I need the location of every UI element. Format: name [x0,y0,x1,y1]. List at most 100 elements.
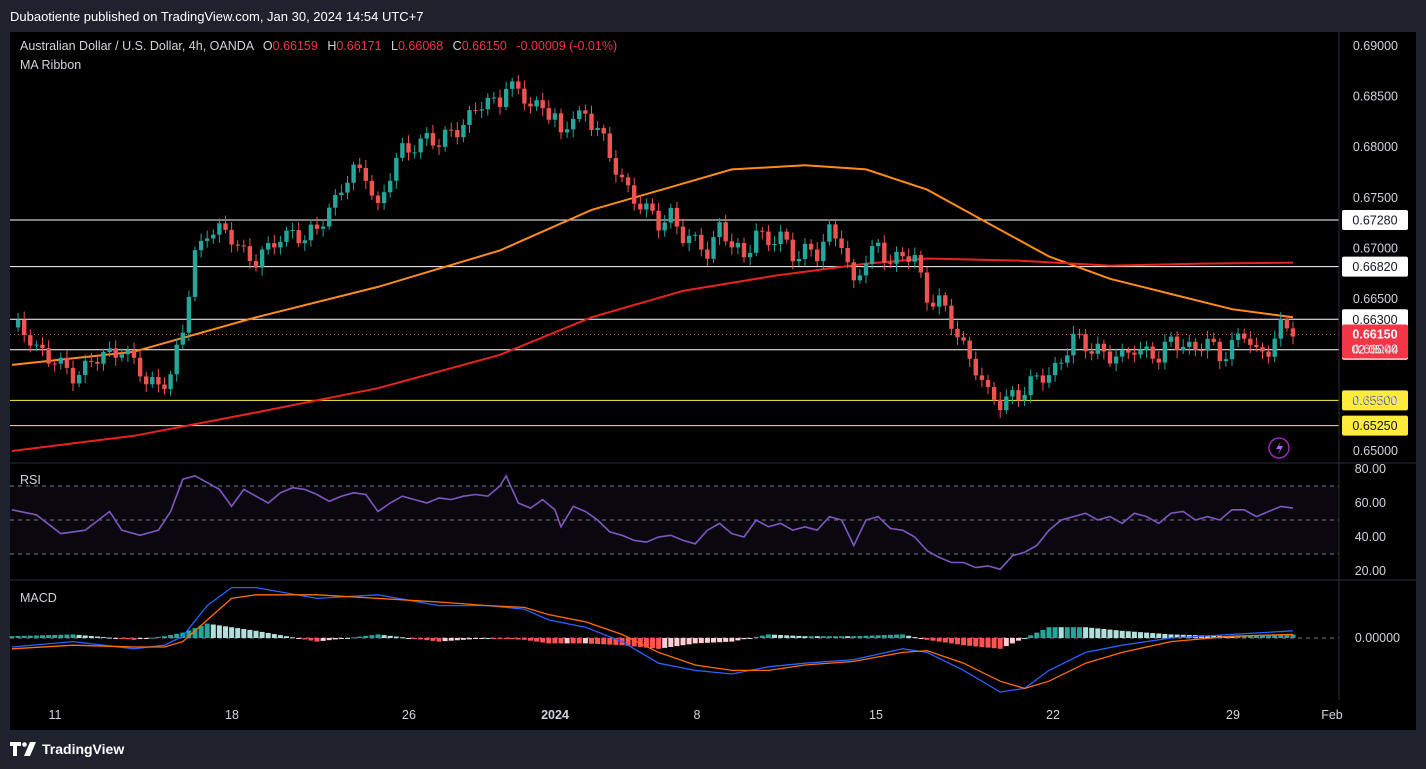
macd-histogram-bar [125,638,131,640]
candle-body [564,129,570,133]
candle-body [693,234,698,236]
macd-histogram-bar [1266,635,1272,638]
macd-histogram-bar [1131,631,1137,638]
candle-body [1077,333,1082,335]
candle-body [497,97,503,107]
candle-body [845,248,850,263]
candle-body [546,108,551,120]
candle-body [46,348,51,364]
macd-histogram-bar [601,638,607,645]
macd-histogram-bar [1284,634,1290,638]
candle-body [461,124,466,138]
candle-body [754,230,759,253]
candle-body [1126,350,1131,353]
candle-body [211,234,216,239]
candle-body [1034,375,1039,377]
macd-histogram-bar [174,633,180,638]
rsi-tick-label: 80.00 [1355,462,1386,476]
macd-histogram-bar [698,638,704,644]
chart-area[interactable] [10,32,1416,730]
candle-body [95,361,100,364]
candle-body [961,337,966,341]
macd-histogram-bar [113,638,119,639]
macd-tick-label: 0.00000 [1355,631,1400,645]
candle-body [1046,375,1052,383]
macd-histogram-bar [808,636,814,638]
candle-body [15,319,21,328]
tradingview-brand[interactable]: TradingView [10,741,124,757]
candle-body [577,110,582,119]
candle-body [943,295,948,306]
candle-body [1010,390,1015,397]
macd-histogram-bar [186,630,192,638]
macd-histogram-bar [296,638,302,639]
macd-histogram-bar [381,635,387,638]
ma-ribbon-red-line [11,257,1294,452]
macd-histogram-bar [558,638,564,644]
candle-body [1168,336,1174,342]
macd-histogram-bar [1119,630,1125,638]
symbol-name: Australian Dollar / U.S. Dollar, 4h, OAN… [20,39,254,53]
macd-histogram-bar [442,638,448,642]
candle-body [729,241,734,248]
last-price-label: 0.66150 [1352,328,1397,342]
macd-histogram-bar [326,638,332,641]
candle-body [1290,328,1296,337]
candle-body [339,192,344,195]
candle-body [790,239,795,262]
macd-histogram-bar [485,638,491,639]
macd-histogram-bar [149,637,155,639]
macd-histogram-bar [351,637,357,639]
macd-histogram-bar [302,638,308,640]
macd-histogram-bar [1095,628,1101,638]
macd-histogram-bar [1052,627,1058,638]
macd-histogram-bar [314,638,320,642]
rsi-tick-label: 20.00 [1355,564,1386,578]
candle-body [674,207,680,227]
candle-body [467,110,472,125]
macd-histogram-bar [997,638,1003,649]
candle-body [1113,356,1119,364]
macd-histogram-bar [460,638,466,640]
macd-histogram-bar [1028,635,1034,638]
candle-body [424,133,429,139]
candle-body [217,223,222,235]
candle-body [113,348,118,358]
macd-histogram-bar [924,638,930,640]
candle-body [363,168,368,181]
candle-body [876,242,881,247]
macd-histogram-bar [58,634,64,638]
macd-histogram-bar [399,637,405,639]
macd-histogram-bar [546,638,552,644]
candle-body [266,243,271,250]
candle-body [656,210,661,231]
macd-histogram-bar [33,635,39,638]
publish-info: Dubaotiente published on TradingView.com… [10,9,424,24]
macd-histogram-bar [595,638,601,644]
macd-histogram-bar [338,638,344,639]
candle-body [89,360,94,362]
candle-body [998,399,1003,411]
candle-body [1095,343,1100,354]
macd-histogram-bar [1278,634,1284,638]
macd-histogram-bar [942,638,948,643]
macd-histogram-bar [1016,638,1021,641]
countdown-label: 02:05:44 [1352,343,1399,357]
macd-histogram-bar [1113,630,1119,638]
macd-histogram-bar [406,638,411,639]
macd-histogram-bar [21,635,27,638]
macd-histogram-bar [223,626,228,638]
candle-body [912,255,917,262]
macd-histogram-bar [52,634,58,638]
candle-body [632,185,637,204]
candle-body [607,133,612,159]
level-price-label: 0.65250 [1352,419,1397,433]
macd-histogram-bar [162,636,167,638]
macd-histogram-bar [826,636,832,638]
candle-body [1272,338,1277,357]
candle-body [1235,333,1241,341]
candle-body [369,180,375,196]
macd-histogram-bar [1290,634,1296,638]
macd-histogram-bar [1022,638,1028,639]
